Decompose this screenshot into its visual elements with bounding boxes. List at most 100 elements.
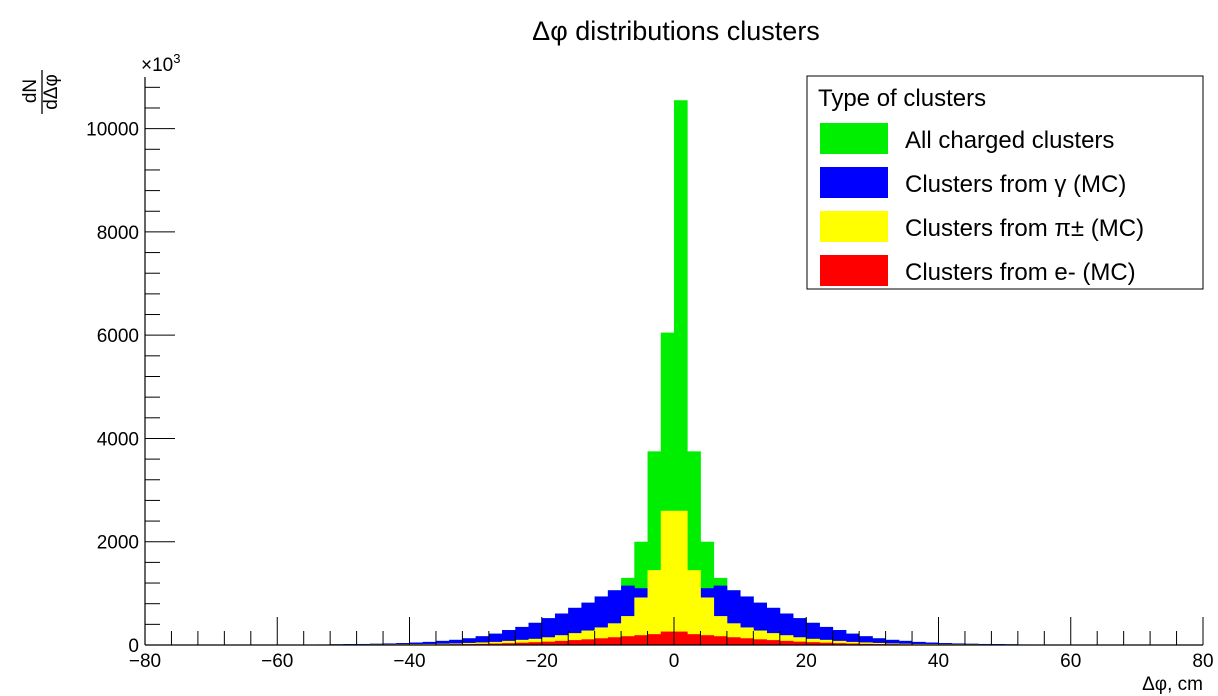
- bar-series-1-bin-12: [435, 640, 450, 645]
- legend-title: Type of clusters: [818, 85, 986, 112]
- bar-series-1-bin-16: [488, 633, 503, 645]
- bar-series-1-bin-9: [396, 643, 410, 645]
- y-tick-label: 0: [128, 636, 139, 657]
- bar-series-2-bin-16: [488, 641, 503, 645]
- bar-series-1-bin-45: [872, 638, 886, 645]
- bar-series-3-bin-28: [647, 634, 662, 645]
- bar-series-3-bin-16: [488, 643, 503, 645]
- bar-series-2-bin-15: [475, 642, 490, 645]
- histogram-bars: [290, 100, 1058, 645]
- x-tick-label: 60: [1060, 651, 1081, 672]
- x-tick-label: 40: [928, 651, 949, 672]
- bar-series-2-bin-21: [554, 635, 569, 645]
- svg-text:dN: dN: [20, 79, 41, 103]
- x-tick-label: −20: [526, 651, 558, 672]
- bar-series-3-bin-42: [832, 643, 847, 645]
- y-tick-label: 6000: [97, 326, 139, 347]
- x-tick-label: 20: [796, 651, 817, 672]
- bar-series-2-bin-45: [872, 642, 886, 645]
- bar-series-3-bin-18: [515, 642, 529, 645]
- legend-swatch-pion: [820, 211, 888, 242]
- bar-series-2-bin-47: [898, 643, 913, 645]
- bar-series-3-bin-17: [502, 643, 516, 645]
- bar-series-2-bin-42: [832, 640, 847, 645]
- bar-series-1-bin-44: [859, 636, 873, 645]
- legend-label-all-charged: All charged clusters: [905, 127, 1114, 154]
- bar-series-3-bin-22: [568, 640, 582, 645]
- bar-series-1-bin-46: [885, 639, 900, 645]
- bar-series-3-bin-37: [766, 640, 781, 645]
- bar-series-2-bin-43: [845, 641, 860, 645]
- bar-series-2-bin-31: [687, 570, 701, 645]
- axes: −80 −60 −40 −20 0 20 40 60 80 0 2000 4000 6000 8000 10…: [86, 77, 1214, 672]
- x-tick-label: 80: [1192, 651, 1213, 672]
- bar-series-2-bin-20: [541, 637, 556, 645]
- bar-series-3-bin-23: [581, 639, 596, 645]
- bar-series-2-bin-37: [766, 633, 781, 645]
- bar-series-2-bin-39: [793, 637, 807, 645]
- bar-series-3-bin-41: [819, 642, 834, 645]
- bar-series-3-bin-20: [541, 641, 556, 645]
- x-tick-label: −40: [393, 651, 425, 672]
- y-tick-label: 10000: [86, 120, 139, 141]
- bar-series-3-bin-36: [753, 639, 767, 645]
- legend-swatch-all-charged: [820, 123, 888, 154]
- bar-series-2-bin-30: [674, 510, 688, 645]
- bar-series-2-bin-18: [515, 639, 529, 645]
- y-multiplier: ×103: [141, 51, 180, 76]
- y-tick-label: 2000: [97, 533, 139, 554]
- bar-series-2-bin-44: [859, 642, 873, 645]
- bar-series-3-bin-31: [687, 634, 701, 645]
- bar-series-1-bin-50: [938, 643, 953, 645]
- bar-series-3-bin-26: [621, 636, 635, 645]
- bar-series-1-bin-13: [449, 639, 463, 645]
- bar-series-0-bin-30: [674, 100, 688, 645]
- x-tick-label: −80: [129, 651, 161, 672]
- y-axis-title: dN dΔφ: [20, 70, 62, 114]
- bar-series-3-bin-19: [528, 642, 543, 645]
- bar-series-1-bin-48: [912, 641, 926, 645]
- bar-series-1-bin-43: [845, 633, 860, 645]
- bar-series-2-bin-14: [462, 642, 477, 645]
- bar-series-2-bin-12: [435, 643, 450, 645]
- y-tick-label: 4000: [97, 429, 139, 450]
- bar-series-3-bin-24: [594, 638, 609, 645]
- bar-series-3-bin-32: [700, 635, 715, 645]
- bar-series-3-bin-39: [793, 641, 807, 645]
- bar-series-2-bin-29: [660, 510, 675, 645]
- x-tick-label: 0: [669, 651, 680, 672]
- svg-text:dΔφ: dΔφ: [41, 74, 62, 110]
- bar-series-2-bin-38: [779, 635, 794, 645]
- bar-series-1-bin-47: [898, 640, 913, 645]
- bar-series-2-bin-41: [819, 639, 834, 645]
- bar-series-2-bin-17: [502, 640, 516, 645]
- bar-series-3-bin-21: [554, 640, 569, 645]
- bar-series-3-bin-40: [806, 642, 820, 645]
- bar-series-3-bin-35: [740, 638, 754, 645]
- legend-label-electron: Clusters from e- (MC): [905, 259, 1136, 286]
- bar-series-1-bin-10: [409, 642, 424, 645]
- legend-swatch-electron: [820, 255, 888, 286]
- bar-series-3-bin-34: [726, 637, 741, 645]
- bar-series-2-bin-28: [647, 570, 662, 645]
- bar-series-2-bin-40: [806, 638, 820, 645]
- legend-label-pion: Clusters from π± (MC): [905, 215, 1144, 242]
- legend: Type of clusters All charged clusters Cl…: [806, 75, 1204, 290]
- bar-series-1-bin-49: [925, 642, 939, 645]
- bar-series-3-bin-33: [713, 636, 728, 645]
- legend-label-gamma: Clusters from γ (MC): [905, 171, 1126, 198]
- bar-series-1-bin-14: [462, 638, 477, 645]
- bar-series-3-bin-38: [779, 640, 794, 645]
- bar-series-2-bin-22: [568, 633, 582, 645]
- bar-series-3-bin-29: [660, 631, 675, 645]
- bar-series-3-bin-25: [607, 637, 622, 645]
- x-tick-label: −60: [261, 651, 293, 672]
- x-axis-title: Δφ, cm: [1142, 674, 1203, 695]
- bar-series-1-bin-15: [475, 636, 490, 645]
- legend-swatch-gamma: [820, 167, 888, 198]
- bar-series-3-bin-30: [674, 631, 688, 645]
- chart-title: Δφ distributions clusters: [532, 16, 820, 46]
- bar-series-3-bin-27: [634, 635, 648, 645]
- bar-series-1-bin-11: [422, 641, 437, 645]
